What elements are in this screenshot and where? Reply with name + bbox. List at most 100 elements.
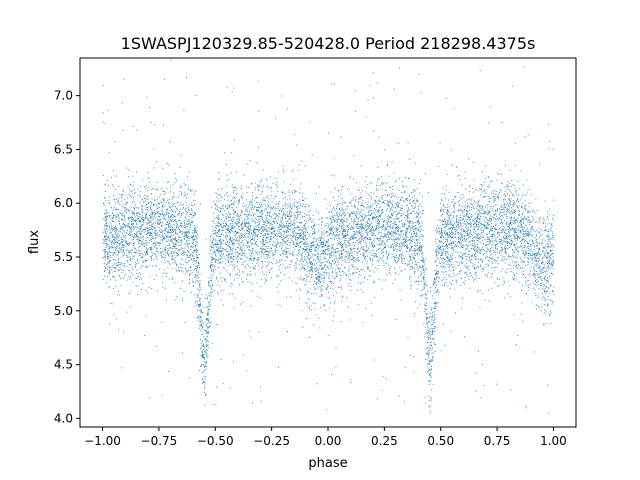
data-point [269, 206, 271, 208]
data-point [450, 215, 451, 217]
data-point [264, 199, 265, 201]
data-point [484, 225, 486, 227]
data-point [202, 378, 203, 380]
data-point [234, 252, 236, 254]
data-point [513, 314, 515, 316]
data-point [232, 250, 233, 252]
data-point [468, 228, 470, 230]
data-point [491, 180, 493, 182]
data-point [221, 234, 222, 235]
data-point [477, 244, 478, 245]
data-point [540, 243, 542, 245]
data-point [297, 216, 298, 218]
data-point [117, 213, 119, 215]
data-point [461, 278, 463, 280]
data-point [505, 223, 507, 225]
data-point [116, 248, 118, 250]
data-point [306, 204, 308, 205]
data-point [553, 199, 554, 201]
data-point [528, 252, 530, 254]
data-point [370, 238, 372, 240]
data-point [250, 214, 252, 216]
data-point [542, 230, 544, 232]
data-point [295, 262, 297, 264]
data-point [306, 318, 307, 319]
data-point [203, 336, 205, 338]
data-point [523, 238, 525, 240]
data-point [171, 277, 173, 278]
data-point [157, 190, 159, 191]
data-point [163, 256, 165, 258]
data-point [363, 228, 365, 230]
data-point [305, 232, 307, 234]
data-point [327, 297, 329, 298]
data-point [178, 213, 180, 215]
data-point [438, 248, 440, 250]
data-point [239, 219, 240, 221]
data-point [543, 252, 545, 254]
data-point [241, 235, 242, 237]
data-point [287, 229, 289, 231]
data-point [425, 303, 427, 305]
data-point [435, 285, 437, 287]
data-point [363, 246, 364, 247]
data-point [326, 230, 328, 232]
data-point [224, 280, 226, 282]
data-point [509, 285, 511, 287]
data-point [322, 243, 324, 245]
data-point [425, 308, 427, 310]
data-point [305, 249, 307, 251]
data-point [120, 246, 122, 248]
data-point [355, 236, 357, 238]
data-point [337, 252, 339, 254]
data-point [221, 187, 223, 189]
data-point [366, 255, 368, 257]
data-point [244, 255, 245, 257]
data-point [452, 164, 453, 166]
data-point [504, 190, 506, 192]
data-point [187, 235, 189, 237]
data-point [302, 264, 304, 266]
data-point [266, 265, 268, 267]
data-point [411, 205, 413, 207]
data-point [111, 247, 113, 249]
data-point [362, 262, 364, 263]
data-point [207, 333, 209, 335]
data-point [306, 247, 308, 249]
data-point [465, 256, 467, 258]
data-point [351, 212, 353, 214]
data-point [463, 196, 465, 198]
data-point [335, 269, 336, 271]
data-point [127, 261, 128, 262]
data-point [493, 240, 495, 242]
data-point [468, 199, 470, 201]
data-point [312, 241, 314, 243]
data-point [443, 205, 445, 207]
data-point [255, 242, 257, 244]
data-point [226, 192, 228, 194]
data-point [508, 255, 510, 257]
data-point [345, 233, 346, 235]
data-point [226, 255, 227, 257]
data-point [185, 259, 187, 261]
data-point [154, 124, 156, 126]
data-point [452, 254, 453, 256]
data-point [202, 340, 203, 341]
data-point [258, 110, 260, 112]
data-point [215, 253, 216, 255]
data-point [174, 244, 176, 246]
data-point [190, 222, 192, 224]
data-point [414, 245, 416, 247]
data-point [446, 212, 447, 214]
data-point [206, 349, 208, 351]
data-point [487, 265, 489, 267]
data-point [375, 209, 377, 211]
data-point [292, 232, 294, 234]
data-point [419, 237, 421, 239]
data-point [535, 252, 537, 254]
data-point [233, 247, 235, 249]
data-point [328, 212, 330, 214]
data-point [302, 267, 304, 269]
data-point [341, 247, 342, 248]
data-point [163, 227, 165, 229]
